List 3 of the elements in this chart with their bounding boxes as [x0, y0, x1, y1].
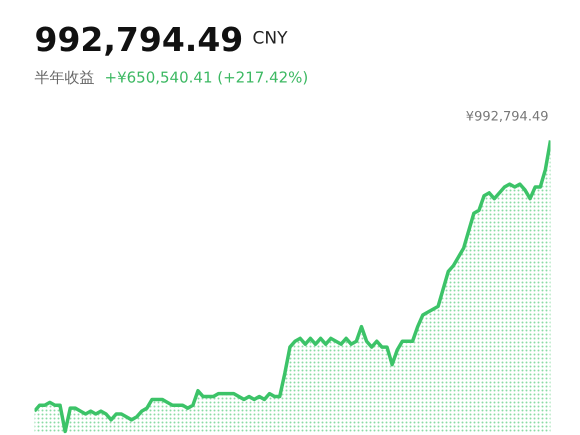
chart-subtitle: 半年收益 +¥650,540.41 (+217.42%): [34, 68, 308, 86]
chart-title: 992,794.49 CNY: [34, 20, 288, 59]
text: ¥992,794.49: [466, 110, 549, 124]
